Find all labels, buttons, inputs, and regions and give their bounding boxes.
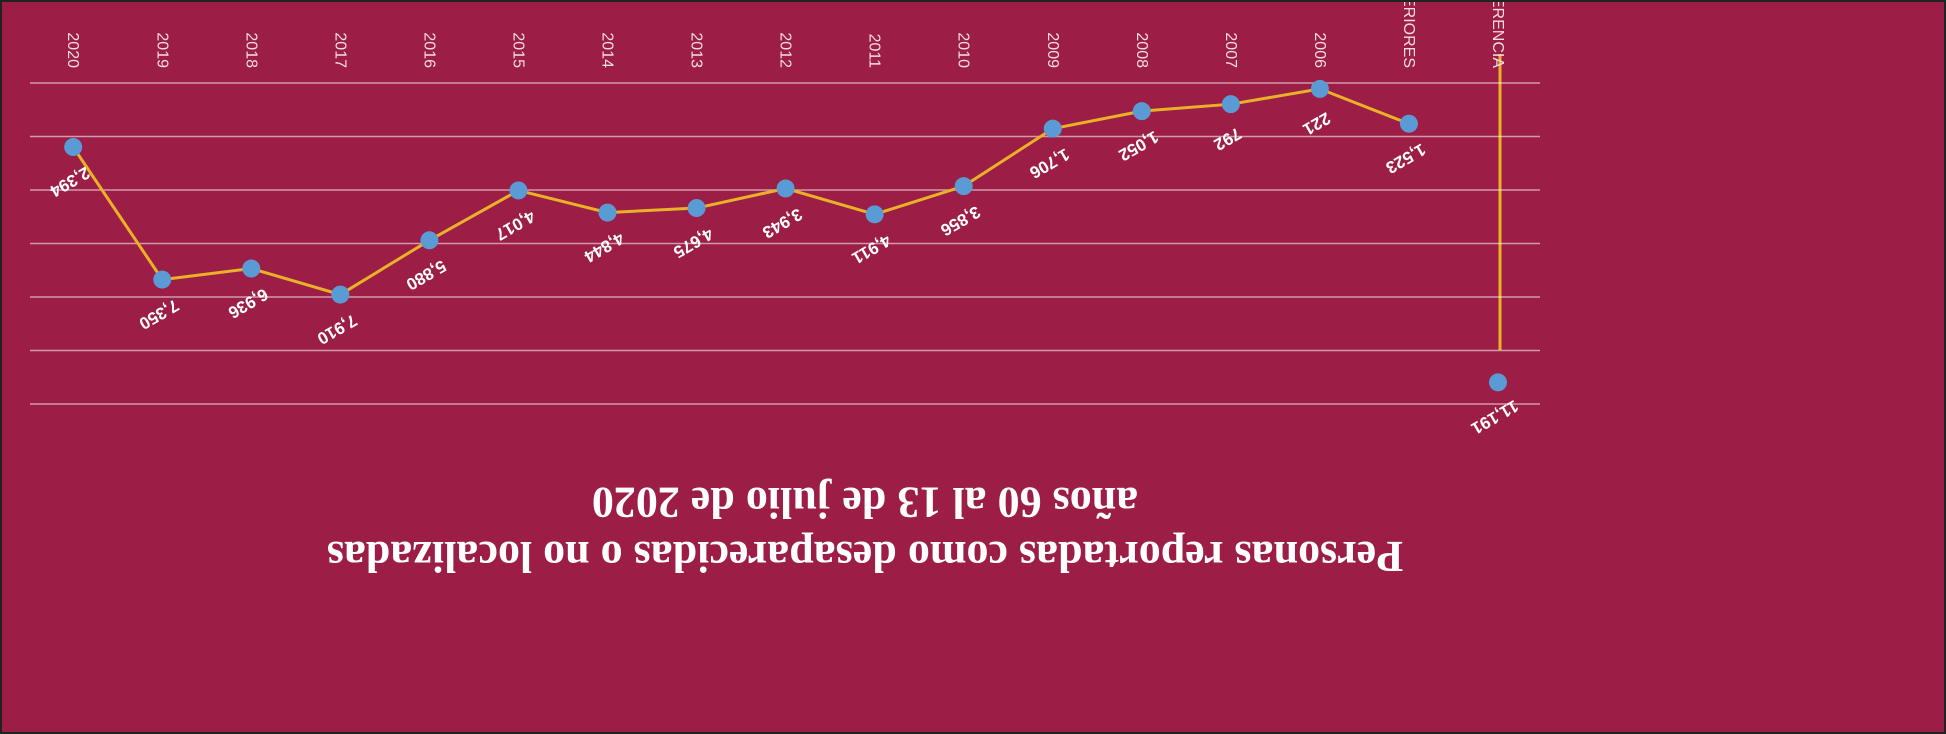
point — [1489, 373, 1507, 392]
chart-title: años 60 al 13 de julio de 2020 — [592, 478, 1138, 527]
x-tick-label: AÑOS ANTERIORES — [1400, 0, 1420, 68]
x-tick-label: 2007 — [1222, 32, 1239, 68]
x-tick-label: 2010 — [955, 32, 972, 68]
x-tick-label: 2011 — [866, 34, 883, 69]
point — [153, 270, 172, 289]
x-tick-label: 2008 — [1133, 32, 1150, 68]
point — [1043, 119, 1062, 138]
x-tick-label: SIN AÑO DE REFERENCIA — [1489, 0, 1509, 68]
point — [954, 177, 973, 196]
x-tick-label: 2012 — [777, 32, 794, 68]
point — [1221, 95, 1240, 114]
x-tick-label: 2019 — [153, 32, 170, 68]
point — [1399, 114, 1418, 133]
point — [242, 259, 261, 278]
rotated-chart: Personas reportadas como desaparecidas o… — [30, 0, 1540, 581]
x-tick-label: 2016 — [420, 32, 437, 68]
point — [865, 205, 884, 224]
x-tick-label: 2013 — [688, 32, 705, 68]
point — [598, 203, 617, 222]
x-tick-label: 2006 — [1311, 32, 1328, 68]
point — [331, 285, 350, 304]
point — [420, 231, 439, 250]
point — [1310, 79, 1329, 98]
x-tick-label: 2017 — [331, 32, 348, 68]
point — [509, 181, 528, 200]
line — [71, 87, 1410, 297]
plot: Personas reportadas como desaparecidas o… — [30, 0, 1540, 581]
x-tick-label: 2014 — [599, 32, 616, 68]
point — [64, 138, 83, 157]
x-tick-label: 2018 — [242, 32, 259, 68]
x-tick-label: 2009 — [1044, 32, 1061, 68]
chart-title: Personas reportadas como desaparecidas o… — [327, 532, 1403, 581]
point — [1132, 102, 1151, 121]
point — [687, 199, 706, 218]
x-tick-label: 2015 — [509, 32, 526, 68]
point — [776, 179, 795, 198]
x-tick-label: 2020 — [64, 32, 81, 68]
